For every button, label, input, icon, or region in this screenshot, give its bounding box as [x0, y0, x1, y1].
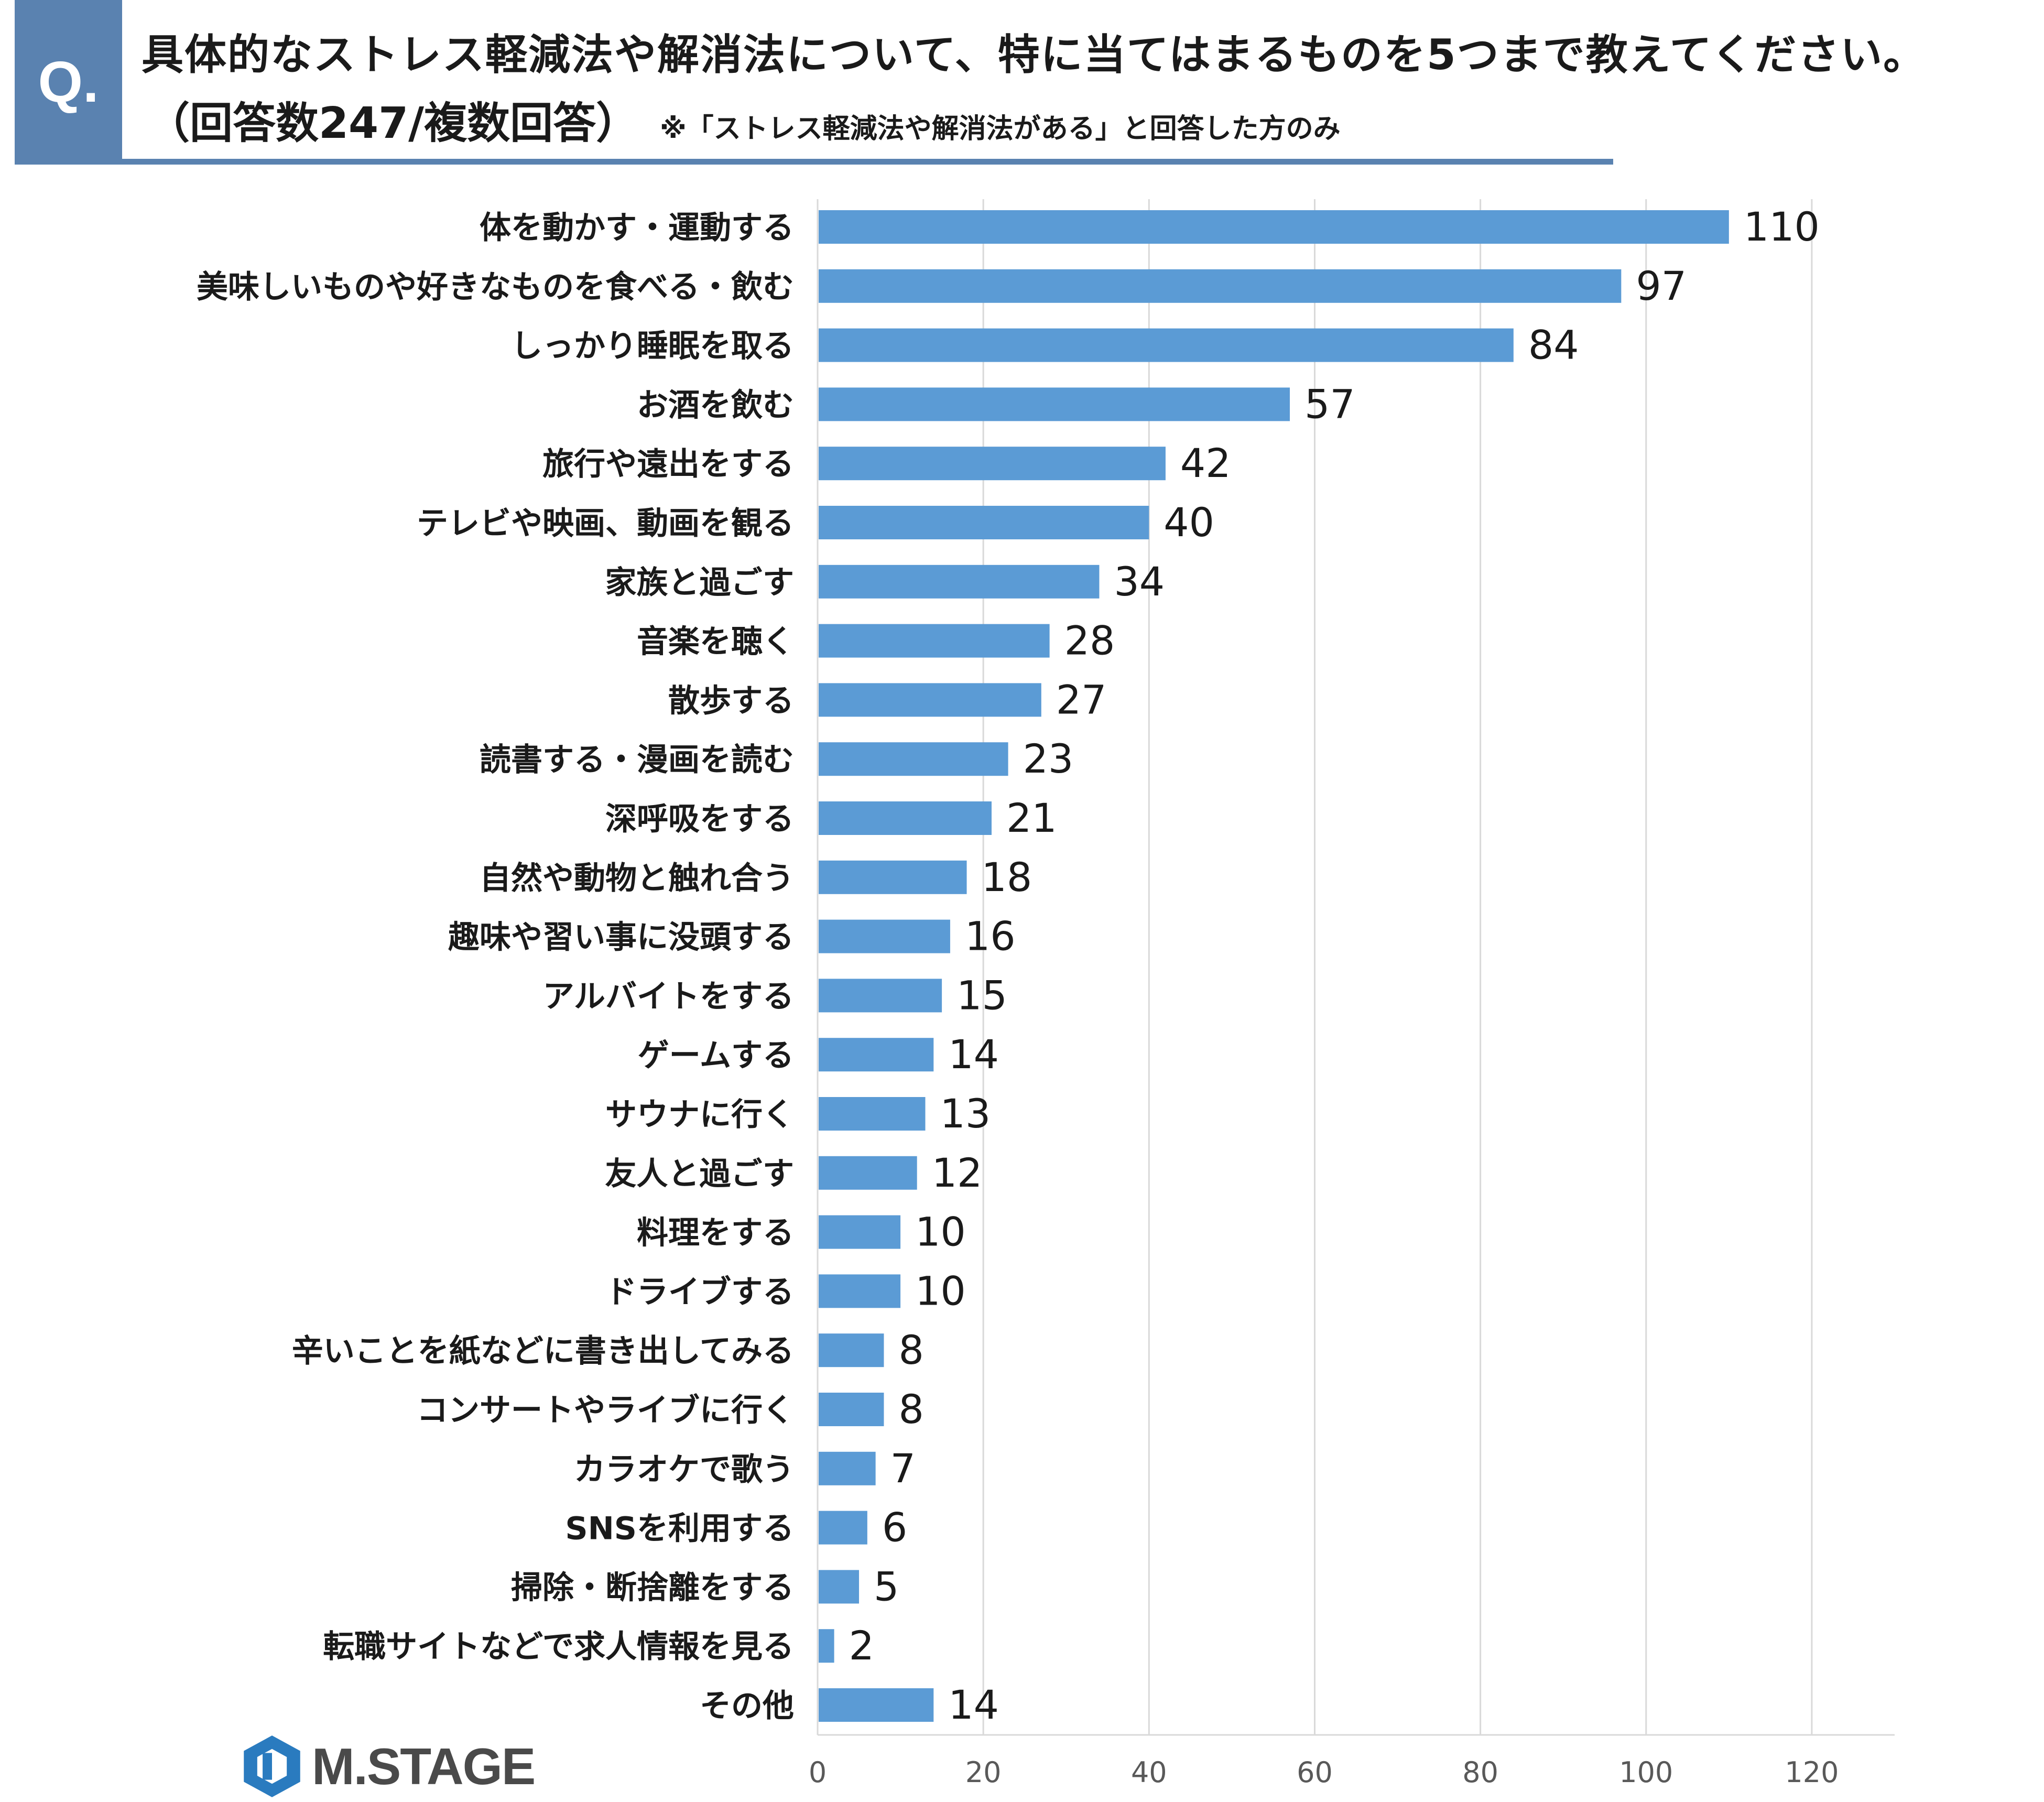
bar: [819, 1097, 926, 1131]
category-label: 辛いことを紙などに書き出してみる: [292, 1333, 794, 1370]
data-label: 10: [915, 1209, 966, 1255]
category-label: ゲームする: [638, 1037, 794, 1074]
question-badge: Q.: [15, 0, 122, 164]
data-label: 5: [874, 1563, 899, 1610]
category-label: 音楽を聴く: [637, 624, 794, 660]
category-label: 趣味や習い事に没頭する: [448, 919, 794, 956]
bar: [819, 801, 992, 835]
bar: [819, 979, 942, 1013]
category-label: 自然や動物と触れ合う: [480, 860, 794, 897]
data-label: 7: [890, 1445, 916, 1492]
data-label: 27: [1056, 676, 1107, 723]
data-label: 16: [965, 913, 1016, 960]
data-label: 12: [932, 1149, 983, 1196]
bar: [819, 1688, 934, 1722]
bar: [819, 210, 1729, 244]
category-label: 料理をする: [637, 1215, 794, 1252]
data-label: 14: [948, 1031, 999, 1078]
category-label: 旅行や遠出をする: [542, 446, 794, 483]
bar: [819, 1274, 901, 1308]
category-label: 体を動かす・運動する: [480, 210, 794, 246]
bar: [819, 683, 1041, 717]
bar: [819, 328, 1514, 362]
bar: [819, 742, 1008, 776]
data-label: 13: [940, 1090, 991, 1137]
data-label: 21: [1006, 795, 1057, 841]
question-subline: （回答数247/複数回答） ※「ストレス軽減法や解消法がある」と回答した方のみ: [147, 88, 1341, 150]
bar: [819, 1629, 834, 1663]
category-label: お酒を飲む: [637, 387, 794, 424]
x-tick-label: 100: [1619, 1756, 1673, 1789]
data-label: 8: [898, 1327, 923, 1373]
data-label: 14: [948, 1681, 999, 1728]
bar: [819, 565, 1100, 599]
category-label: テレビや映画、動画を観る: [417, 505, 794, 542]
bar: [819, 1156, 917, 1190]
bar: [819, 1393, 884, 1426]
data-label: 10: [915, 1267, 966, 1314]
data-label: 84: [1528, 322, 1579, 368]
question-subtitle: （回答数247/複数回答）: [147, 99, 639, 148]
data-label: 23: [1023, 735, 1074, 782]
category-label: ドライブする: [605, 1274, 794, 1310]
data-label: 42: [1180, 440, 1231, 486]
title-underline: [15, 159, 1613, 165]
data-label: 34: [1114, 558, 1165, 605]
bar: [819, 1570, 860, 1604]
category-label: アルバイトをする: [543, 978, 794, 1015]
data-label: 6: [882, 1504, 907, 1551]
category-label: コンサートやライブに行く: [417, 1392, 794, 1429]
x-tick-label: 0: [809, 1756, 827, 1789]
x-tick-label: 40: [1131, 1756, 1167, 1789]
category-label: 深呼吸をする: [605, 801, 794, 838]
category-label: 美味しいものや好きなものを食べる・飲む: [197, 269, 794, 306]
data-label: 15: [956, 972, 1007, 1018]
data-label: 18: [982, 854, 1032, 900]
bar: [819, 919, 950, 953]
category-label: 家族と過ごす: [605, 565, 794, 601]
bar: [819, 1215, 901, 1249]
data-label: 57: [1304, 381, 1355, 427]
data-label: 2: [849, 1622, 874, 1669]
question-note: ※「ストレス軽減法や解消法がある」と回答した方のみ: [660, 113, 1341, 145]
bar: [819, 1511, 867, 1545]
bar: [819, 860, 967, 894]
category-label: 友人と過ごす: [605, 1156, 794, 1192]
x-tick-label: 20: [965, 1756, 1002, 1789]
data-label: 40: [1164, 499, 1214, 546]
question-title: 具体的なストレス軽減法や解消法について、特に当てはまるものを5つまで教えてくださ…: [142, 30, 1927, 79]
x-tick-label: 60: [1297, 1756, 1333, 1789]
data-label: 97: [1636, 263, 1687, 309]
brand-logo: M.STAGE: [238, 1732, 536, 1800]
category-label: SNSを利用する: [565, 1511, 794, 1547]
x-tick-label: 80: [1462, 1756, 1498, 1789]
category-label: しっかり睡眠を取る: [511, 328, 794, 365]
bar: [819, 447, 1166, 481]
category-label: サウナに行く: [605, 1097, 794, 1133]
logo-text: M.STAGE: [312, 1737, 536, 1795]
bar: [819, 1333, 884, 1367]
bar: [819, 624, 1050, 658]
category-label: カラオケで歌う: [574, 1451, 794, 1488]
bar: [819, 1038, 934, 1072]
data-label: 28: [1064, 617, 1115, 664]
bar: [819, 506, 1149, 539]
x-tick-label: 120: [1785, 1756, 1839, 1789]
category-label: 読書する・漫画を読む: [480, 742, 794, 778]
data-label: 110: [1744, 203, 1820, 250]
bar: [819, 1451, 876, 1485]
data-label: 8: [898, 1386, 923, 1432]
category-label: その他: [700, 1688, 794, 1724]
category-label: 掃除・断捨離をする: [511, 1569, 794, 1606]
hexagon-logo-icon: [244, 1735, 300, 1797]
category-label: 転職サイトなどで求人情報を見る: [323, 1629, 794, 1665]
bar: [819, 269, 1622, 303]
category-label: 散歩する: [668, 682, 794, 719]
bar: [819, 387, 1290, 421]
